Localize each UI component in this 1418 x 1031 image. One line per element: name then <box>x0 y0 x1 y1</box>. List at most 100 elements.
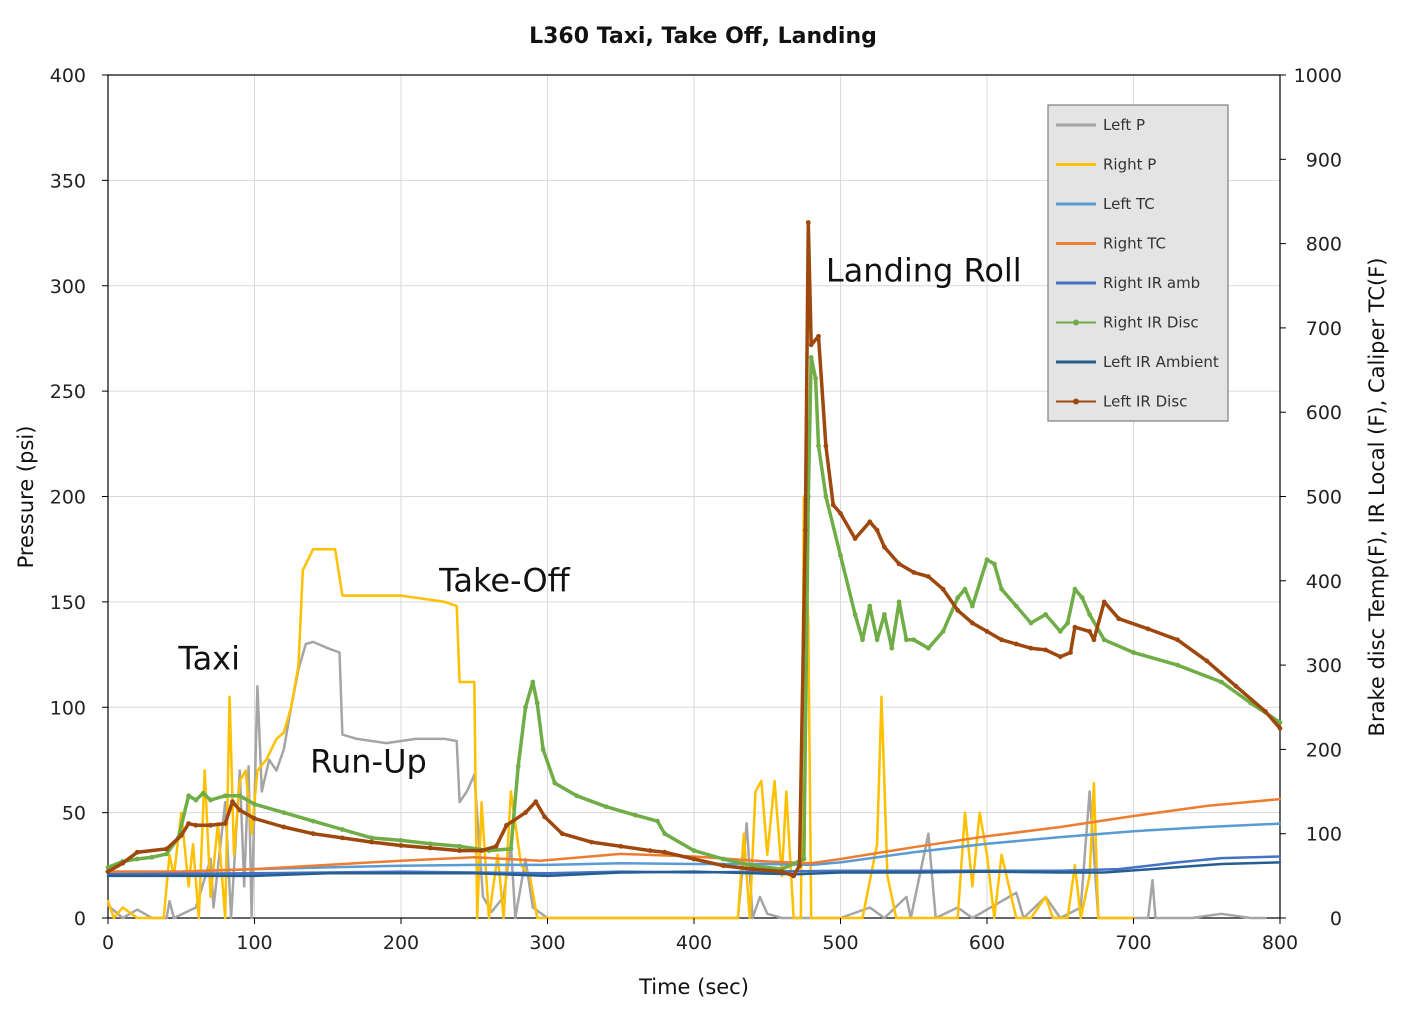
x-tick-label: 400 <box>676 932 712 954</box>
x-tick-label: 100 <box>236 932 272 954</box>
data-point <box>647 848 653 853</box>
legend-item-right-p: Right P <box>1056 156 1156 174</box>
data-point <box>186 821 192 826</box>
data-point <box>530 679 536 685</box>
data-point <box>230 799 235 805</box>
legend-label: Left P <box>1103 116 1145 134</box>
data-point <box>801 856 807 862</box>
legend-item-right-ir-amb: Right IR amb <box>1056 274 1200 292</box>
data-point <box>984 557 990 563</box>
data-point <box>805 220 811 225</box>
data-point <box>149 854 155 860</box>
data-point <box>838 553 843 558</box>
legend-label: Right TC <box>1103 235 1166 253</box>
data-point <box>589 839 594 845</box>
legend-label: Right IR Disc <box>1103 314 1199 332</box>
legend-box <box>1047 104 1229 422</box>
series-left-ir-ambient <box>106 861 1282 878</box>
data-point <box>999 637 1004 643</box>
data-point <box>540 747 546 752</box>
data-point <box>1175 662 1180 668</box>
data-point <box>808 355 814 360</box>
data-point <box>816 443 821 449</box>
y-tick-label: 300 <box>50 276 86 298</box>
data-point <box>896 561 902 567</box>
legend: Left P Right P Left TC Right TC Right IR amb… <box>1047 104 1229 422</box>
y-tick-label: 250 <box>50 381 86 403</box>
y-axis-label: Pressure (psi) <box>14 426 38 569</box>
data-point <box>1101 599 1107 605</box>
data-point <box>310 831 316 837</box>
y2-tick-label: 800 <box>1306 234 1342 256</box>
legend-item-left-p: Left P <box>1056 116 1145 134</box>
data-point <box>398 838 404 843</box>
data-point <box>1233 683 1239 689</box>
data-point <box>896 599 902 605</box>
series-line-left-tc <box>106 822 1282 873</box>
data-point <box>797 863 802 869</box>
data-point <box>369 835 375 841</box>
series-right-p <box>106 495 1135 920</box>
data-point <box>1175 637 1180 643</box>
series-right-ir-amb <box>106 855 1282 876</box>
data-point <box>1068 650 1073 655</box>
annotation-label: Run-Up <box>310 743 427 781</box>
y2-tick-label: 400 <box>1306 571 1342 593</box>
data-point <box>999 586 1004 592</box>
data-point <box>1043 647 1048 653</box>
data-point <box>1072 586 1078 592</box>
data-point <box>813 376 818 381</box>
data-point <box>237 793 243 799</box>
data-point <box>559 831 565 837</box>
data-point <box>779 869 785 874</box>
data-point <box>222 821 228 826</box>
data-point <box>1145 626 1151 632</box>
data-point <box>493 843 499 849</box>
data-point <box>904 637 909 643</box>
data-point <box>281 824 287 830</box>
series-left-ir-disc <box>105 220 1283 879</box>
data-point <box>523 704 528 710</box>
data-point <box>523 810 528 815</box>
legend-label: Left TC <box>1103 195 1155 213</box>
y-tick-label: 200 <box>50 487 86 509</box>
data-point <box>1263 709 1268 714</box>
data-point <box>867 603 873 609</box>
data-point <box>882 544 887 550</box>
data-point <box>926 645 931 651</box>
y-tick-label: 50 <box>62 803 86 825</box>
data-point <box>720 856 726 862</box>
legend-marker <box>1073 398 1079 405</box>
data-point <box>534 700 540 706</box>
data-point <box>178 833 184 838</box>
annotation-label: Landing Roll <box>826 252 1022 290</box>
data-point <box>823 443 829 449</box>
data-point <box>340 835 345 841</box>
data-point <box>691 848 697 853</box>
data-point <box>662 849 668 855</box>
data-point <box>970 603 975 609</box>
data-point <box>1028 645 1034 651</box>
legend-label: Right IR amb <box>1103 274 1200 292</box>
legend-label: Left IR Disc <box>1103 393 1187 411</box>
series-group <box>105 220 1283 920</box>
x-tick-label: 300 <box>529 932 565 954</box>
series-left-tc <box>106 822 1282 873</box>
data-point <box>398 843 404 848</box>
data-point <box>208 797 214 803</box>
y2-tick-label: 700 <box>1306 318 1342 340</box>
data-point <box>750 863 755 869</box>
data-point <box>340 827 345 832</box>
data-point <box>457 843 462 849</box>
data-point <box>1131 650 1136 655</box>
data-point <box>874 527 880 533</box>
legend-label: Right P <box>1103 156 1156 174</box>
axis-ticks: 0 100 200 300 400 500 600 700 800 0 50 100 150 200 250… <box>50 65 1342 954</box>
x-tick-label: 800 <box>1262 932 1298 954</box>
y-tick-label: 400 <box>50 65 86 87</box>
data-point <box>1101 637 1107 643</box>
data-point <box>1277 720 1283 725</box>
data-point <box>252 801 257 807</box>
data-point <box>791 873 796 879</box>
